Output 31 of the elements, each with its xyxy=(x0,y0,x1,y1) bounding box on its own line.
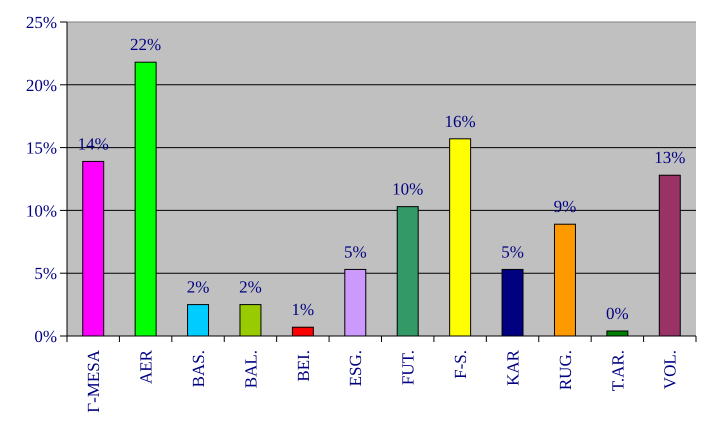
x-tick-label: BAS. xyxy=(188,350,208,388)
x-tick-label: RUG. xyxy=(556,350,575,390)
data-label: 5% xyxy=(501,242,524,262)
y-tick-label: 15% xyxy=(26,138,57,158)
x-tick-label: BAL. xyxy=(241,350,260,388)
x-tick-label: T.AR. xyxy=(608,350,628,392)
y-tick-label: 10% xyxy=(26,201,57,220)
x-tick-label: ESG. xyxy=(346,350,366,386)
data-label: 0% xyxy=(606,304,629,323)
y-tick-label: 25% xyxy=(26,12,57,32)
x-tick-label: F-S. xyxy=(451,350,470,379)
data-label: 2% xyxy=(186,278,210,297)
data-label: 22% xyxy=(130,35,162,54)
data-label: 16% xyxy=(444,112,476,131)
bar xyxy=(187,304,210,336)
x-tick-label: VOL. xyxy=(660,350,680,390)
x-tick-label: AER xyxy=(136,349,156,384)
data-label: 2% xyxy=(239,278,262,297)
y-tick-label: 20% xyxy=(26,76,57,95)
x-tick-label: BEI. xyxy=(294,350,313,382)
data-label: 5% xyxy=(344,242,367,262)
data-label: 10% xyxy=(392,180,424,199)
x-tick-label: FUT. xyxy=(398,350,418,386)
data-label: 1% xyxy=(292,300,314,320)
x-tick-label: KAR xyxy=(503,349,522,386)
x-tick-label: Γ-MESA xyxy=(84,349,104,413)
y-tick-label: 0% xyxy=(34,326,57,346)
bar xyxy=(239,304,262,336)
data-label: 13% xyxy=(654,148,686,168)
bar xyxy=(292,326,314,336)
y-tick-label: 5% xyxy=(34,264,57,284)
